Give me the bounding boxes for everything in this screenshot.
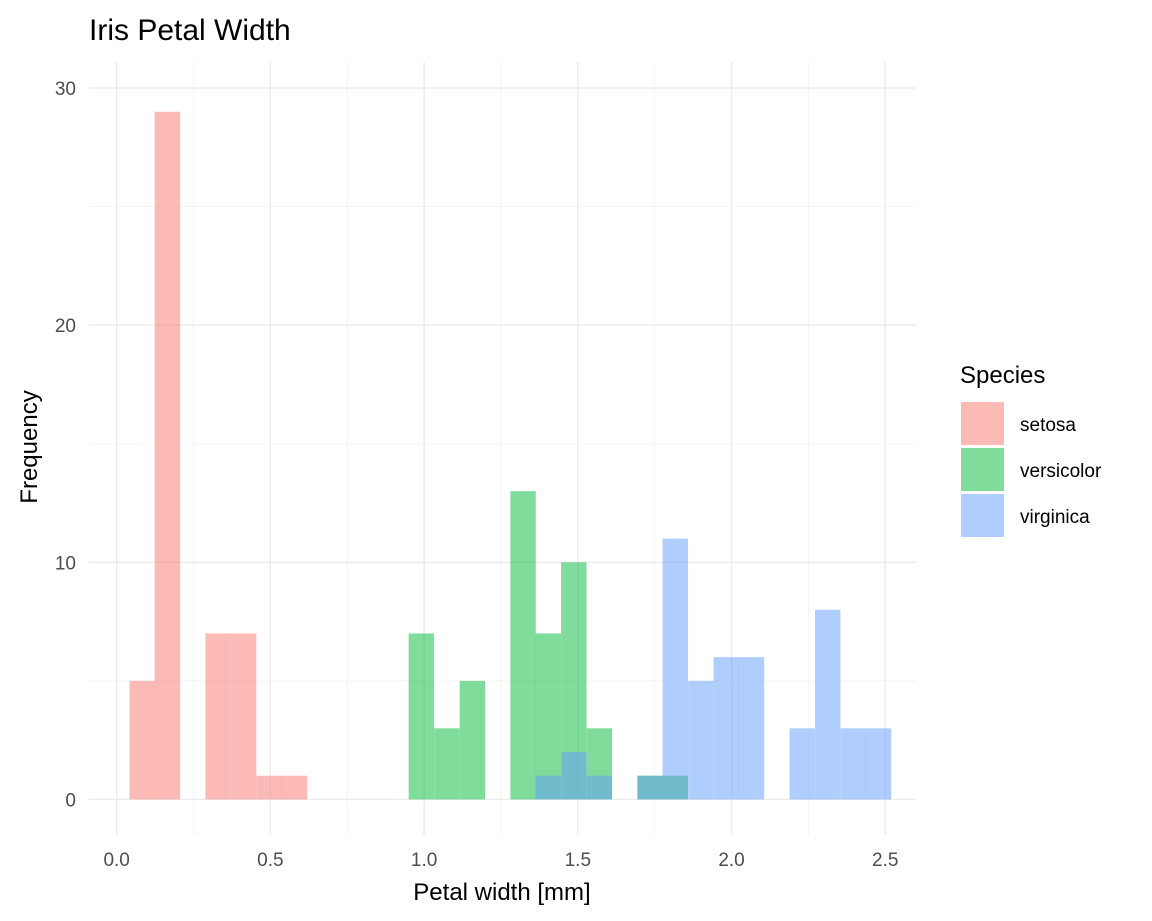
- x-tick-label: 1.0: [411, 850, 437, 871]
- histogram-bar-virginica: [662, 538, 688, 800]
- histogram-bar-virginica: [535, 775, 562, 800]
- y-tick-label: 0: [65, 790, 76, 811]
- histogram-bar-virginica: [738, 657, 765, 800]
- y-tick-label: 30: [55, 79, 76, 100]
- histogram-bar-virginica: [561, 752, 587, 800]
- histogram-bar-setosa: [205, 633, 231, 800]
- chart-title: Iris Petal Width: [89, 14, 291, 47]
- histogram-bar-virginica: [840, 728, 866, 800]
- histogram-bar-virginica: [865, 728, 892, 800]
- legend: Species setosa versicolor virginica: [960, 362, 1102, 537]
- legend-label-versicolor: versicolor: [1020, 461, 1102, 482]
- x-axis-ticks: 0.0 0.5 1.0 1.5 2.0 2.5: [103, 850, 898, 871]
- y-tick-label: 20: [55, 316, 76, 337]
- histogram-bar-setosa: [230, 633, 257, 800]
- histogram-bar-versicolor: [459, 680, 486, 800]
- legend-swatch-setosa: [961, 402, 1004, 445]
- histogram-bar-versicolor: [535, 633, 562, 800]
- x-tick-label: 1.5: [565, 850, 591, 871]
- histogram-bar-virginica: [637, 775, 663, 800]
- legend-swatch-versicolor: [961, 448, 1004, 491]
- histogram-bar-virginica: [713, 657, 740, 800]
- histogram-bar-virginica: [789, 728, 815, 800]
- x-tick-label: 0.0: [103, 850, 129, 871]
- histogram-bar-virginica: [586, 775, 613, 800]
- y-axis-title: Frequency: [16, 390, 43, 503]
- legend-label-virginica: virginica: [1020, 507, 1090, 528]
- y-tick-label: 10: [55, 553, 76, 574]
- histogram-bar-virginica: [815, 609, 841, 800]
- y-axis-ticks: 0 10 20 30: [55, 79, 76, 811]
- histogram-bar-setosa: [129, 680, 155, 800]
- x-tick-label: 2.0: [718, 850, 744, 871]
- legend-label-setosa: setosa: [1020, 415, 1076, 436]
- histogram-bar-setosa: [154, 111, 181, 800]
- x-tick-label: 2.5: [872, 850, 898, 871]
- histogram-bar-versicolor: [408, 633, 435, 800]
- legend-items: setosa versicolor virginica: [961, 402, 1102, 537]
- histogram-bar-setosa: [256, 775, 282, 800]
- x-axis-title: Petal width [mm]: [413, 879, 590, 906]
- histogram-bar-virginica: [688, 680, 714, 800]
- legend-title: Species: [960, 362, 1045, 389]
- histogram-bar-versicolor: [510, 491, 536, 800]
- x-tick-label: 0.5: [257, 850, 283, 871]
- histogram-bars: [129, 111, 892, 800]
- histogram-bar-versicolor: [434, 728, 460, 800]
- histogram-bar-setosa: [281, 775, 308, 800]
- legend-swatch-virginica: [961, 494, 1004, 537]
